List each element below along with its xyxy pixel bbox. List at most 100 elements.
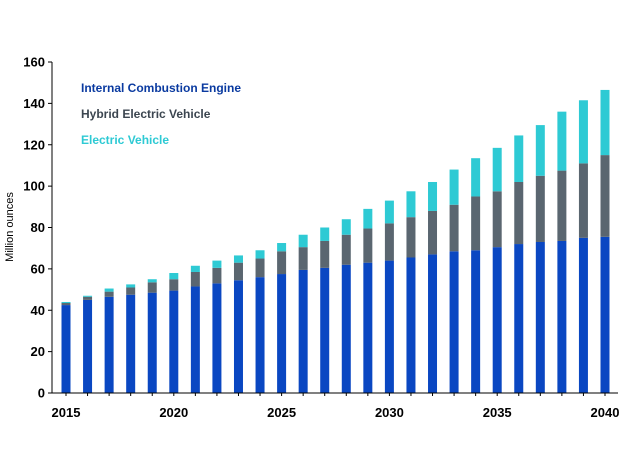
bar-2040-series-0: [600, 236, 610, 393]
y-tick-label: 0: [38, 386, 45, 401]
y-tick-label: 80: [31, 220, 45, 235]
bar-2015-series-0: [61, 305, 71, 393]
bar-2028-series-1: [341, 234, 351, 265]
bar-2030-series-2: [384, 200, 394, 224]
bar-2028-series-2: [341, 219, 351, 235]
bar-2020-series-2: [169, 273, 179, 280]
bar-2034-series-0: [471, 250, 481, 393]
bar-2025-series-2: [277, 243, 287, 252]
bar-2031-series-0: [406, 257, 416, 393]
bar-2027-series-1: [320, 240, 330, 268]
bar-2025-series-1: [277, 251, 287, 275]
bar-2029-series-1: [363, 228, 373, 263]
bar-2038-series-2: [557, 111, 567, 171]
bar-2025-series-0: [277, 274, 287, 393]
bar-2036-series-1: [514, 181, 524, 245]
x-tick-label: 2035: [483, 405, 512, 420]
bar-2030-series-0: [384, 260, 394, 393]
bar-2035-series-2: [492, 147, 502, 192]
bar-2023-series-0: [233, 280, 243, 393]
bar-2024-series-1: [255, 258, 265, 278]
y-tick-label: 60: [31, 261, 45, 276]
bar-2027-series-0: [320, 267, 330, 393]
bar-2037-series-0: [535, 241, 545, 393]
bar-2039-series-2: [578, 100, 588, 164]
bar-2015-series-2: [61, 301, 71, 304]
bar-2039-series-0: [578, 237, 588, 393]
bar-2028-series-0: [341, 264, 351, 393]
x-tick-label: 2025: [267, 405, 296, 420]
bar-2034-series-1: [471, 196, 481, 251]
bar-2036-series-2: [514, 135, 524, 182]
legend-item: Internal Combustion Engine: [81, 81, 241, 95]
y-tick-label: 40: [31, 303, 45, 318]
bar-2026-series-2: [298, 234, 308, 248]
bar-2020-series-1: [169, 279, 179, 291]
bar-2032-series-2: [428, 181, 438, 211]
bar-2032-series-1: [428, 210, 438, 255]
bar-2021-series-0: [190, 286, 200, 393]
bar-2033-series-2: [449, 169, 459, 205]
bar-2016-series-0: [83, 299, 93, 393]
bar-2019-series-0: [147, 292, 157, 393]
bar-2033-series-1: [449, 204, 459, 252]
y-tick-label: 160: [23, 55, 45, 70]
bars: [61, 89, 610, 393]
x-tick-label: 2040: [591, 405, 620, 420]
bar-2026-series-1: [298, 247, 308, 270]
bar-2017-series-1: [104, 291, 114, 297]
y-axis-title: Million ounces: [4, 192, 16, 262]
bar-2017-series-2: [104, 288, 114, 292]
bar-2022-series-2: [212, 260, 222, 268]
bar-2027-series-2: [320, 227, 330, 241]
bar-2019-series-2: [147, 279, 157, 283]
x-tick-label: 2020: [159, 405, 188, 420]
y-tick-label: 20: [31, 344, 45, 359]
bar-2020-series-0: [169, 290, 179, 393]
bar-2026-series-0: [298, 269, 308, 393]
bar-2024-series-0: [255, 277, 265, 393]
bar-2017-series-0: [104, 296, 114, 393]
bar-2029-series-0: [363, 262, 373, 393]
bar-2023-series-1: [233, 262, 243, 281]
bar-2018-series-2: [126, 284, 136, 288]
bar-2029-series-2: [363, 208, 373, 229]
bar-2038-series-0: [557, 240, 567, 393]
bar-2038-series-1: [557, 170, 567, 241]
bar-2034-series-2: [471, 158, 481, 197]
bar-2018-series-0: [126, 294, 136, 393]
legend-item: Hybrid Electric Vehicle: [81, 107, 211, 121]
bar-2024-series-2: [255, 250, 265, 259]
bar-2021-series-2: [190, 265, 200, 272]
legend: Internal Combustion Engine Hybrid Electri…: [81, 81, 241, 147]
x-tick-label: 2015: [52, 405, 81, 420]
legend-item: Electric Vehicle: [81, 133, 169, 147]
bar-2031-series-1: [406, 217, 416, 258]
y-tick-label: 140: [23, 96, 45, 111]
bar-2018-series-1: [126, 287, 136, 295]
bar-2016-series-1: [83, 296, 93, 300]
bar-2031-series-2: [406, 191, 416, 218]
bar-2037-series-1: [535, 175, 545, 242]
bar-2022-series-1: [212, 267, 222, 284]
bar-2035-series-1: [492, 191, 502, 248]
bar-2035-series-0: [492, 247, 502, 393]
bar-2015-series-1: [61, 303, 71, 306]
bar-2036-series-0: [514, 244, 524, 393]
bar-2019-series-1: [147, 282, 157, 293]
bar-2022-series-0: [212, 283, 222, 393]
bar-2021-series-1: [190, 271, 200, 287]
bar-2037-series-2: [535, 125, 545, 176]
y-tick-label: 100: [23, 179, 45, 194]
bar-2039-series-1: [578, 163, 588, 238]
y-tick-label: 120: [23, 137, 45, 152]
bar-2032-series-0: [428, 254, 438, 393]
bar-2016-series-2: [83, 295, 93, 297]
bar-2033-series-0: [449, 251, 459, 393]
bar-2040-series-1: [600, 155, 610, 237]
x-tick-label: 2030: [375, 405, 404, 420]
bar-2023-series-2: [233, 255, 243, 263]
bar-2040-series-2: [600, 89, 610, 156]
